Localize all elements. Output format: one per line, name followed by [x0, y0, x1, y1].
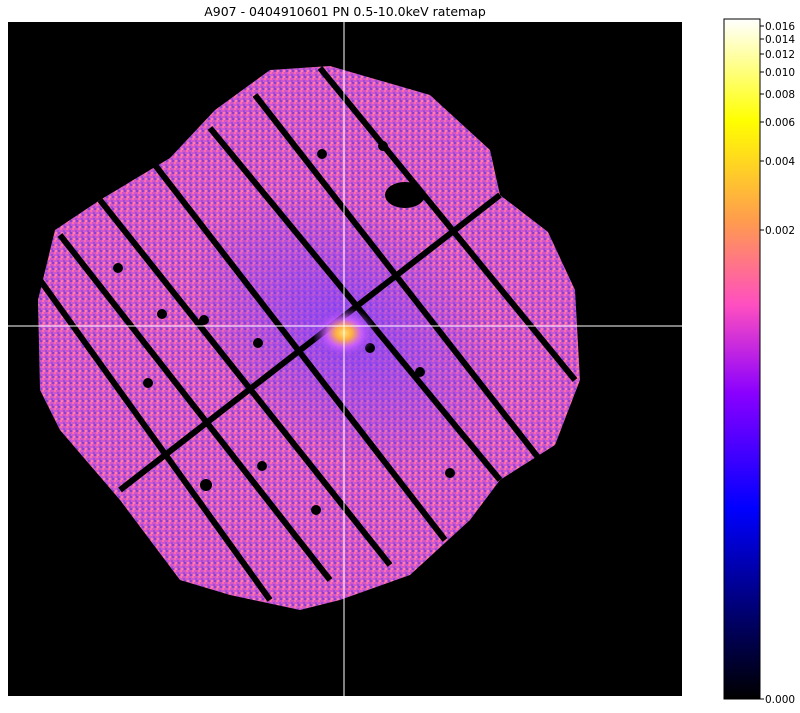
masked-source [385, 182, 425, 208]
colorbar-tick-label: 0.016 [765, 21, 795, 33]
colorbar-tick: 0.002 [760, 225, 795, 237]
colorbar-tick: 0.010 [760, 67, 795, 79]
colorbar-tick-label: 0.014 [765, 34, 795, 46]
chip-gaps [37, 66, 578, 602]
figure-title: A907 - 0404910601 PN 0.5-10.0keV ratemap [204, 4, 486, 19]
colorbar-tick-label: 0.004 [765, 156, 795, 168]
colorbar-tick: 0.016 [760, 21, 795, 33]
colorbar-tick-label: 0.002 [765, 225, 795, 237]
colorbar [723, 18, 761, 700]
colorbar-ticks: 0.000 0.002 0.004 0.006 0.008 0.010 0.01… [760, 21, 795, 706]
colorbar-tick: 0.014 [760, 34, 795, 46]
colorbar-tick: 0.008 [760, 89, 795, 101]
colorbar-tick-label: 0.012 [765, 49, 795, 61]
colorbar-tick: 0.012 [760, 49, 795, 61]
colorbar-tick-label: 0.010 [765, 67, 795, 79]
colorbar-tick-label: 0.000 [765, 694, 795, 706]
colorbar-tick: 0.004 [760, 156, 795, 168]
colorbar-tick: 0.000 [760, 694, 795, 706]
detector-image [8, 22, 682, 696]
colorbar-tick: 0.006 [760, 117, 795, 129]
colorbar-tick-label: 0.006 [765, 117, 795, 129]
colorbar-tick-label: 0.008 [765, 89, 795, 101]
